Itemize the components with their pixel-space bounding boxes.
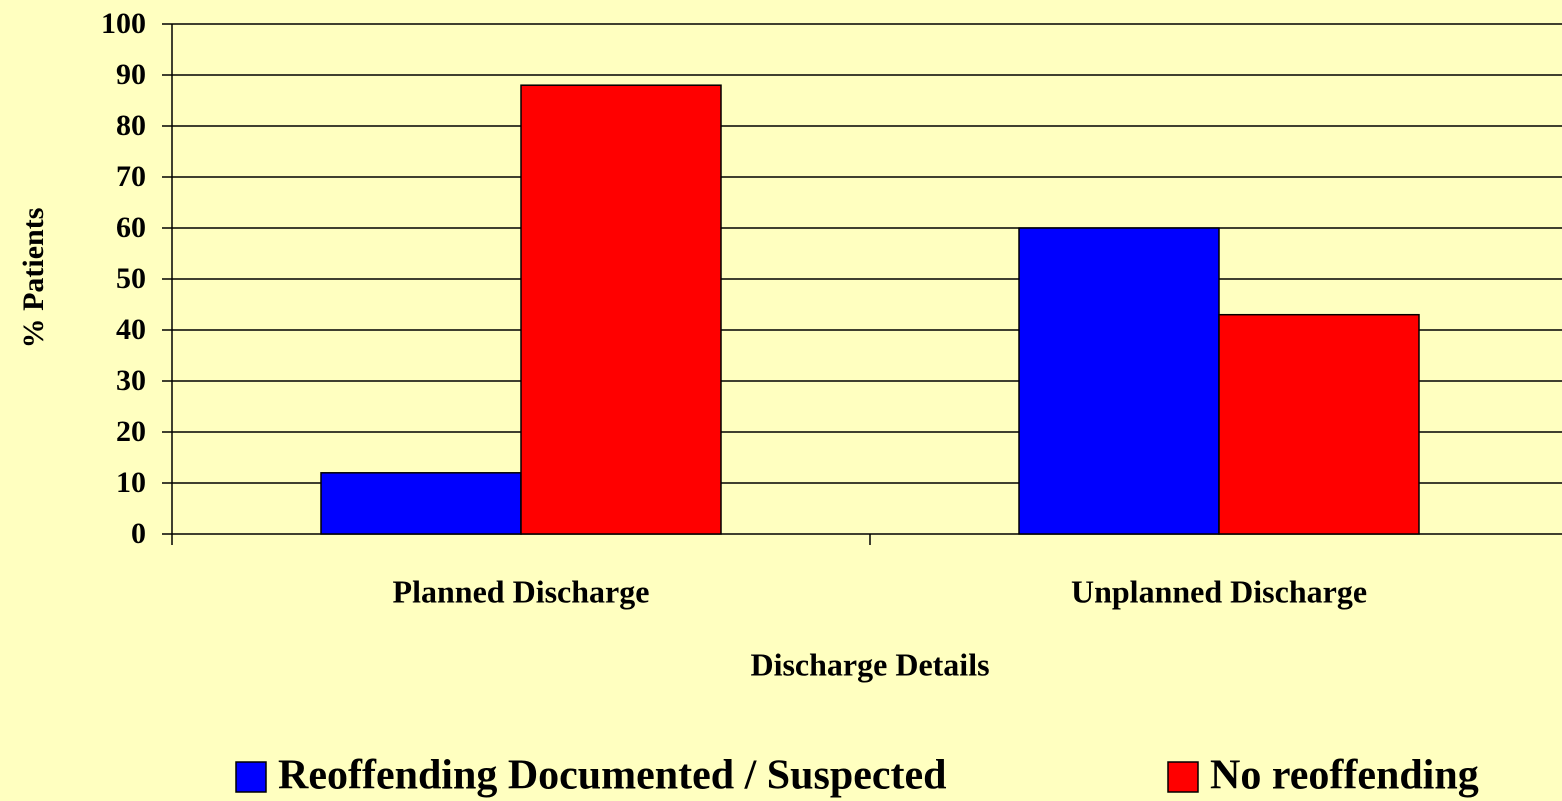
x-tick-label: Planned Discharge bbox=[393, 573, 650, 609]
y-tick-label: 30 bbox=[116, 364, 146, 397]
bar bbox=[320, 472, 522, 535]
legend-label: No reoffending bbox=[1210, 753, 1479, 799]
y-tick-label: 40 bbox=[116, 313, 146, 346]
y-tick-label: 60 bbox=[116, 211, 146, 244]
y-tick-label: 20 bbox=[116, 415, 146, 448]
x-tick-label: Unplanned Discharge bbox=[1071, 573, 1367, 609]
y-tick-label: 50 bbox=[116, 262, 146, 295]
bar bbox=[1218, 313, 1420, 535]
y-tick-label: 80 bbox=[116, 109, 146, 142]
bar bbox=[1018, 227, 1220, 535]
y-tick-label: 70 bbox=[116, 160, 146, 193]
legend-swatch bbox=[1167, 761, 1199, 793]
legend-label: Reoffending Documented / Suspected bbox=[278, 753, 947, 799]
y-tick-label: 100 bbox=[101, 7, 146, 40]
y-axis-title: % Patients bbox=[17, 208, 50, 349]
x-axis-title: Discharge Details bbox=[750, 646, 989, 682]
bar bbox=[520, 84, 722, 535]
legend-swatch bbox=[235, 761, 267, 793]
y-tick-label: 10 bbox=[116, 466, 146, 499]
y-tick-label: 90 bbox=[116, 58, 146, 91]
y-tick-label: 0 bbox=[131, 517, 146, 550]
